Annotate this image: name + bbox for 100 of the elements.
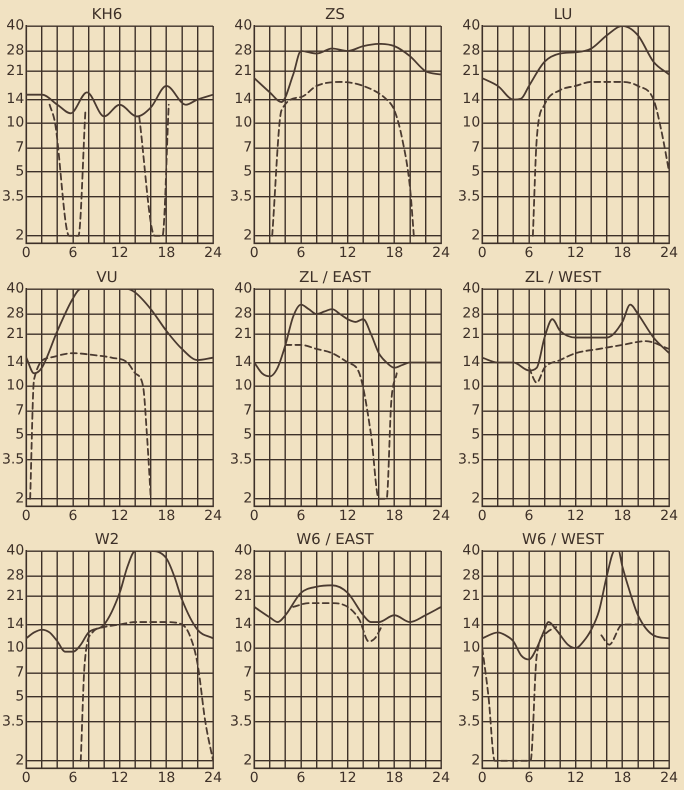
y-tick-label: 10 [462, 640, 480, 656]
y-tick-label: 40 [6, 280, 24, 296]
y-tick-label: 3.5 [458, 714, 480, 730]
y-tick-label: 28 [234, 42, 252, 59]
y-tick-label: 14 [462, 354, 480, 370]
x-tick-label: 18 [157, 508, 176, 524]
y-tick-label: 5 [15, 688, 24, 705]
y-tick-label: 21 [234, 325, 252, 342]
x-tick-label: 24 [660, 770, 678, 787]
x-tick-label: 0 [478, 508, 487, 524]
y-tick-label: 14 [6, 354, 24, 370]
y-tick-label: 21 [6, 325, 24, 342]
chart-title: LU [554, 4, 572, 23]
y-tick-label: 10 [462, 114, 480, 131]
x-tick-label: 18 [157, 245, 176, 262]
y-tick-label: 40 [462, 280, 480, 296]
y-tick-label: 10 [6, 377, 24, 394]
x-tick-label: 6 [524, 508, 534, 524]
y-tick-label: 3.5 [458, 450, 480, 467]
x-tick-label: 24 [204, 770, 222, 787]
y-tick-label: 10 [234, 640, 252, 656]
y-tick-label: 7 [15, 665, 24, 682]
x-tick-label: 24 [432, 508, 450, 524]
y-tick-label: 5 [471, 426, 480, 442]
x-tick-label: 24 [432, 770, 450, 787]
x-tick-label: 6 [68, 770, 78, 787]
x-tick-label: 18 [385, 245, 404, 262]
y-tick-label: 21 [234, 588, 252, 604]
y-tick-label: 40 [462, 542, 480, 559]
y-tick-label: 5 [243, 163, 252, 180]
chart-title: KH6 [92, 4, 122, 23]
y-tick-label: 7 [471, 140, 480, 156]
x-tick-label: 24 [660, 245, 678, 262]
y-tick-label: 2 [471, 490, 480, 506]
x-tick-label: 12 [110, 770, 129, 787]
y-tick-label: 2 [471, 227, 480, 244]
x-tick-label: 12 [566, 245, 585, 262]
y-tick-label: 28 [6, 305, 24, 322]
y-tick-label: 10 [6, 640, 24, 656]
y-tick-label: 7 [243, 140, 252, 156]
y-tick-label: 3.5 [230, 714, 252, 730]
y-tick-label: 2 [243, 752, 252, 769]
chart-title: W6 / EAST [296, 530, 375, 548]
y-tick-label: 14 [462, 616, 480, 632]
y-tick-label: 10 [234, 377, 252, 394]
y-tick-label: 40 [234, 542, 252, 559]
y-tick-label: 28 [462, 305, 480, 322]
x-tick-label: 12 [566, 770, 585, 787]
x-tick-label: 0 [478, 245, 487, 262]
x-tick-label: 12 [338, 245, 357, 262]
x-tick-label: 6 [524, 245, 534, 262]
chart-title: ZL / EAST [299, 268, 372, 286]
y-tick-label: 7 [471, 402, 480, 418]
x-tick-label: 24 [660, 508, 678, 524]
x-tick-label: 12 [110, 508, 129, 524]
y-tick-label: 3.5 [230, 188, 252, 204]
y-tick-label: 10 [234, 114, 252, 131]
x-tick-label: 18 [385, 508, 404, 524]
y-tick-label: 40 [234, 280, 252, 296]
chart-title: ZS [325, 4, 345, 23]
y-tick-label: 2 [471, 752, 480, 769]
y-tick-label: 28 [234, 568, 252, 584]
y-tick-label: 7 [243, 402, 252, 418]
y-tick-label: 5 [471, 688, 480, 705]
line-series [532, 81, 670, 237]
y-tick-label: 7 [15, 140, 24, 156]
y-tick-label: 28 [462, 42, 480, 59]
chart-title: VU [96, 268, 118, 286]
chart-title: W6 / WEST [522, 530, 605, 548]
y-tick-label: 5 [471, 163, 480, 180]
y-tick-label: 10 [462, 377, 480, 394]
y-tick-label: 14 [462, 91, 480, 108]
y-tick-label: 3.5 [2, 188, 24, 204]
x-tick-label: 0 [22, 770, 31, 787]
x-tick-label: 12 [110, 245, 129, 262]
y-tick-label: 21 [6, 62, 24, 79]
y-tick-label: 21 [6, 588, 24, 604]
y-tick-label: 2 [15, 490, 24, 506]
line-series [254, 42, 442, 103]
y-tick-label: 2 [243, 227, 252, 244]
x-tick-label: 0 [250, 770, 259, 787]
x-tick-label: 6 [68, 508, 78, 524]
y-tick-label: 5 [15, 426, 24, 442]
x-tick-label: 18 [613, 508, 632, 524]
y-tick-label: 40 [462, 18, 480, 34]
y-tick-label: 5 [15, 163, 24, 180]
x-tick-label: 0 [478, 770, 487, 787]
y-tick-label: 28 [462, 568, 480, 584]
y-tick-label: 2 [15, 752, 24, 769]
x-tick-label: 6 [524, 770, 534, 787]
x-tick-label: 12 [566, 508, 585, 524]
y-tick-label: 3.5 [2, 450, 24, 467]
y-tick-label: 5 [243, 688, 252, 705]
x-tick-label: 18 [157, 770, 176, 787]
x-tick-label: 24 [432, 245, 450, 262]
x-tick-label: 24 [204, 245, 222, 262]
x-tick-label: 6 [68, 245, 78, 262]
y-tick-label: 14 [234, 91, 252, 108]
line-series [271, 81, 415, 237]
y-tick-label: 40 [6, 18, 24, 34]
